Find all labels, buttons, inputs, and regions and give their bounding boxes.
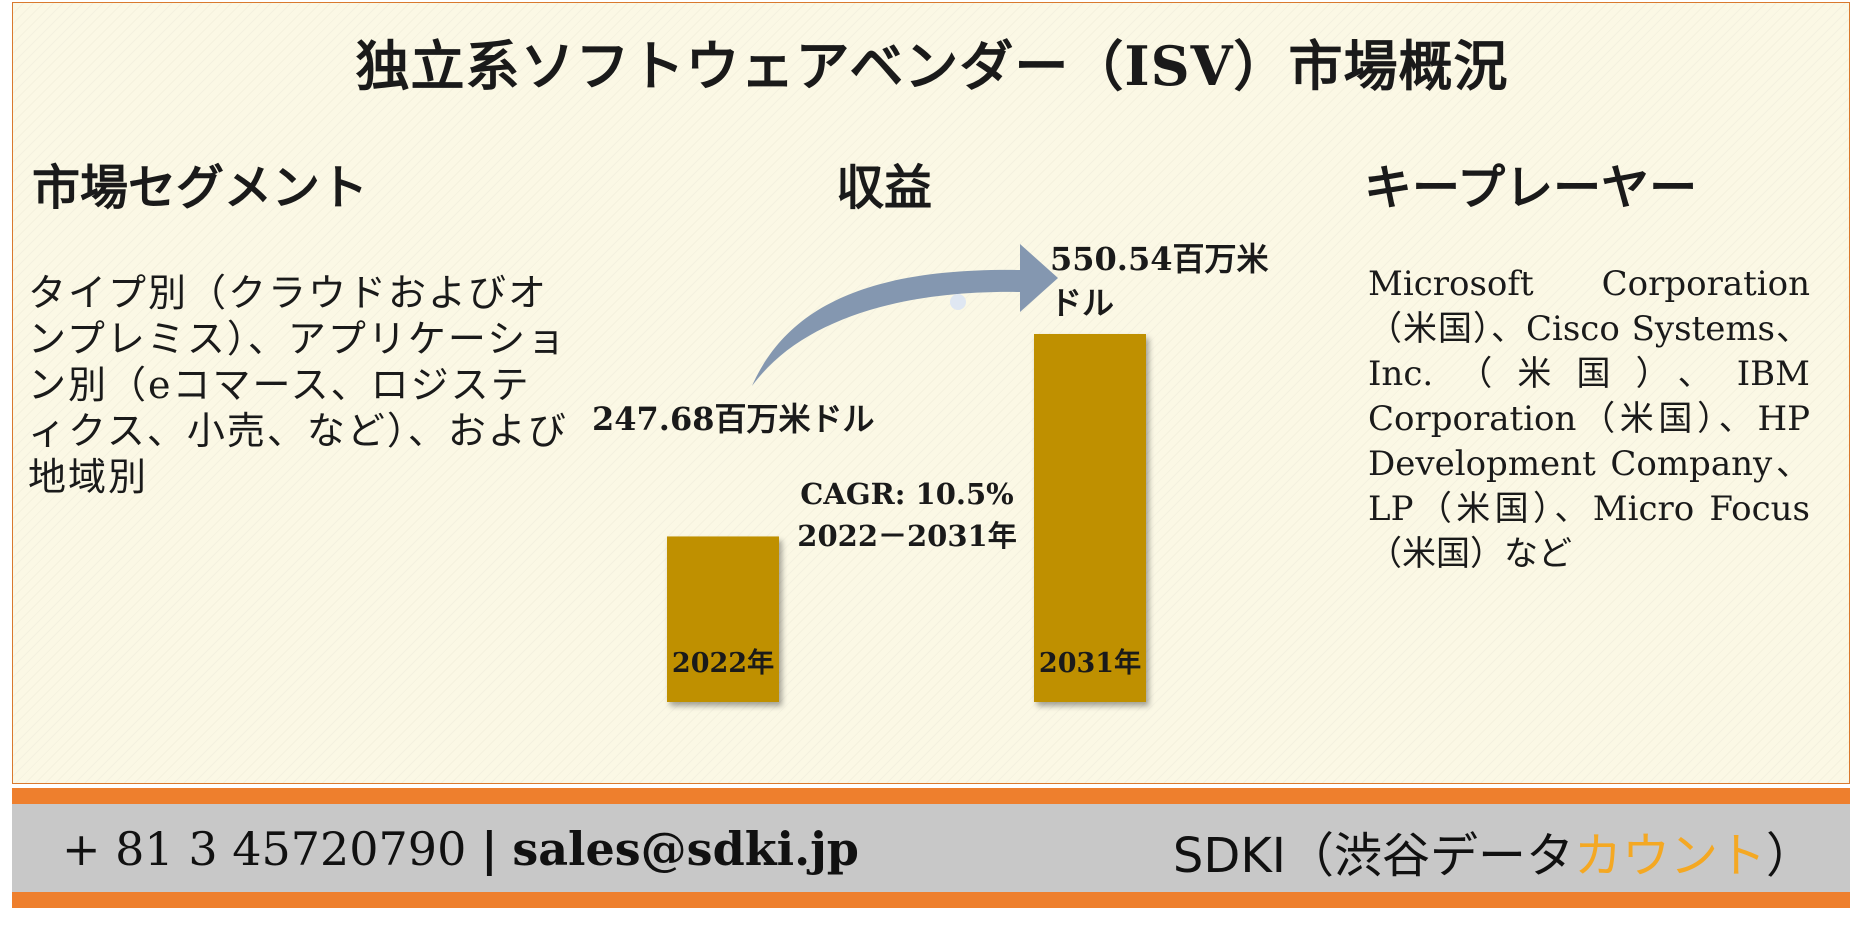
arrow-highlight-dot (950, 294, 966, 310)
cagr-period-label: 2022－2031年 (797, 519, 1016, 553)
key-players-description: Microsoft Corporation（米国）、Cisco Systems、… (1368, 264, 1810, 574)
key-players-heading: キープレーヤー (1364, 160, 1698, 216)
contact-info: + 81 3 45720790 | sales@sdki.jp (62, 822, 859, 876)
revenue-heading: 収益 (836, 160, 933, 216)
infographic-panel (12, 2, 1850, 784)
cagr-label: CAGR: 10.5% (800, 477, 1013, 511)
value-label-1: 550.54百万米ドル (1050, 240, 1268, 322)
email-address[interactable]: sales@sdki.jp (512, 822, 859, 876)
segments-description: タイプ別（クラウドおよびオンプレミス）、アプリケーション別（eコマース、ロジステ… (28, 271, 568, 499)
brand-accent: カウント (1573, 828, 1766, 884)
value-label-0: 247.68百万米ドル (592, 400, 874, 438)
footer-bar (12, 788, 1850, 908)
brand-suffix: ） (1765, 828, 1814, 884)
growth-arrow-icon (752, 244, 1058, 386)
segments-heading: 市場セグメント (32, 160, 369, 216)
page-title: 独立系ソフトウェアベンダー（ISV）市場概況 (355, 34, 1509, 98)
brand-prefix: SDKI（渋谷データ (1172, 828, 1574, 884)
brand-name: SDKI（渋谷データカウント） (1173, 816, 1814, 886)
bar-1 (1034, 334, 1146, 702)
contact-separator: | (480, 822, 498, 876)
bar-0 (667, 536, 779, 702)
category-label-1: 2031年 (1039, 647, 1141, 679)
phone-number: + 81 3 45720790 (62, 822, 467, 876)
category-label-0: 2022年 (672, 647, 774, 679)
